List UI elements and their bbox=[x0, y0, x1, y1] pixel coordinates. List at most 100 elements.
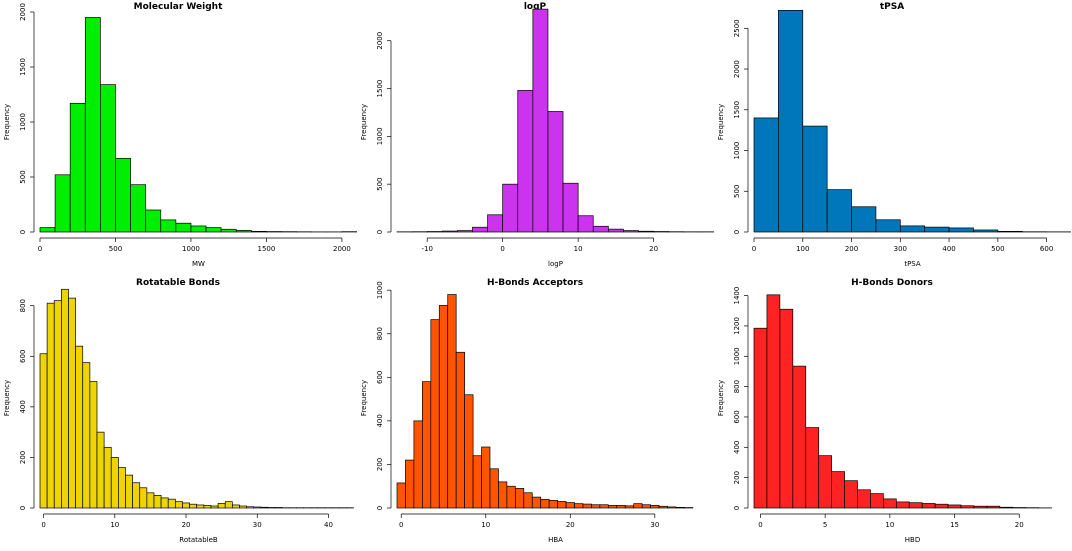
rotatable-bonds-bar-12 bbox=[125, 474, 133, 509]
h-bonds-acceptors-bar-26 bbox=[616, 505, 626, 509]
h-bonds-acceptors-y-tick-label-600: 600 bbox=[376, 371, 384, 384]
rotatable-bonds-bar-7 bbox=[89, 381, 98, 509]
rotatable-bonds-bar-14 bbox=[139, 487, 148, 509]
panel-tpsa: tPSA 0 100 200 300 400 500 600 0 500 1000 1500 2000 2… bbox=[714, 0, 1071, 275]
molecular-weight-x-label: MW bbox=[192, 260, 205, 268]
rotatable-bonds-bar-15 bbox=[146, 492, 155, 509]
h-bonds-acceptors-bar-9 bbox=[472, 455, 482, 509]
h-bonds-donors-x-tick-label-10: 10 bbox=[885, 521, 894, 529]
rotatable-bonds-bar-11 bbox=[118, 467, 126, 509]
h-bonds-acceptors-bar-33 bbox=[675, 506, 685, 509]
h-bonds-donors-bar-7 bbox=[844, 480, 858, 509]
tpsa-bar-4 bbox=[851, 206, 877, 233]
h-bonds-donors-y-tick-label-1200: 1200 bbox=[733, 317, 741, 335]
molecular-weight-bar-11 bbox=[205, 227, 222, 233]
chart-title-h-bonds-acceptors: H-Bonds Acceptors bbox=[487, 278, 583, 288]
h-bonds-acceptors-bar-23 bbox=[591, 504, 601, 509]
tpsa-y-tick-label-1000: 1000 bbox=[733, 142, 741, 160]
h-bonds-donors-bar-5 bbox=[818, 455, 832, 509]
molecular-weight-bar-12 bbox=[220, 228, 237, 233]
logp-x-label: logP bbox=[548, 260, 563, 268]
tpsa-x-tick-label-300: 300 bbox=[894, 245, 907, 253]
h-bonds-donors-y-tick-label-1000: 1000 bbox=[733, 347, 741, 365]
h-bonds-acceptors-bar-14 bbox=[514, 488, 525, 509]
chart-title-rotatable-bonds: Rotatable Bonds bbox=[136, 278, 220, 288]
h-bonds-donors-x-tick-label-5: 5 bbox=[823, 521, 827, 529]
h-bonds-donors-bar-9 bbox=[870, 493, 884, 509]
rotatable-bonds-bar-17 bbox=[160, 497, 169, 509]
rotatable-bonds-bar-32 bbox=[267, 507, 276, 509]
h-bonds-acceptors-bar-3 bbox=[422, 381, 432, 509]
tpsa-bar-3 bbox=[826, 189, 852, 233]
h-bonds-acceptors-bar-25 bbox=[607, 505, 618, 509]
h-bonds-donors-y-tick-label-400: 400 bbox=[733, 441, 741, 454]
rotatable-bonds-y-tick-label-0: 0 bbox=[19, 506, 27, 510]
h-bonds-acceptors-bar-2 bbox=[413, 420, 423, 509]
logp-bar-12 bbox=[577, 215, 594, 233]
logp-bar-7 bbox=[502, 183, 519, 233]
h-bonds-acceptors-x-label: HBA bbox=[548, 536, 563, 544]
molecular-weight-bar-1 bbox=[54, 174, 71, 233]
tpsa-x-label: tPSA bbox=[904, 260, 921, 268]
h-bonds-donors-bar-15 bbox=[947, 504, 962, 509]
h-bonds-donors-y-tick-label-800: 800 bbox=[733, 380, 741, 393]
h-bonds-acceptors-y-tick-label-0: 0 bbox=[376, 506, 384, 510]
h-bonds-donors-x-label: HBD bbox=[905, 536, 920, 544]
rotatable-bonds-bar-13 bbox=[132, 482, 141, 509]
tpsa-y-label: Frequency bbox=[717, 104, 725, 140]
rotatable-bonds-bar-6 bbox=[82, 362, 91, 509]
tpsa-x-tick-label-600: 600 bbox=[1040, 245, 1053, 253]
logp-x-tick-label-10: 10 bbox=[574, 245, 583, 253]
h-bonds-donors-bar-18 bbox=[986, 505, 1001, 509]
tpsa-y-tick-label-1500: 1500 bbox=[733, 101, 741, 119]
logp-bar-4 bbox=[457, 230, 473, 233]
tpsa-x-tick-label-100: 100 bbox=[796, 245, 809, 253]
rotatable-bonds-bar-20 bbox=[182, 502, 190, 509]
h-bonds-acceptors-x-tick-label-0: 0 bbox=[399, 521, 403, 529]
chart-title-tpsa: tPSA bbox=[880, 2, 904, 12]
logp-y-tick-label-500: 500 bbox=[376, 177, 384, 190]
h-bonds-acceptors-bar-22 bbox=[582, 503, 592, 509]
rotatable-bonds-x-label: RotatableB bbox=[179, 536, 218, 544]
h-bonds-donors-bar-1 bbox=[766, 294, 781, 509]
logp-bar-11 bbox=[562, 182, 579, 233]
h-bonds-acceptors-bar-7 bbox=[455, 351, 465, 509]
h-bonds-donors-y-tick-label-1400: 1400 bbox=[733, 287, 741, 305]
molecular-weight-bar-4 bbox=[100, 84, 116, 233]
h-bonds-donors-bar-13 bbox=[921, 503, 936, 509]
rotatable-bonds-x-tick-label-10: 10 bbox=[110, 521, 119, 529]
molecular-weight-bar-2 bbox=[69, 102, 86, 233]
molecular-weight-bar-6 bbox=[130, 184, 147, 233]
rotatable-bonds-bar-8 bbox=[96, 431, 105, 509]
molecular-weight-y-label: Frequency bbox=[3, 104, 11, 140]
molecular-weight-bar-13 bbox=[235, 230, 252, 233]
chart-title-molecular-weight: Molecular Weight bbox=[134, 2, 223, 12]
h-bonds-acceptors-bar-13 bbox=[506, 485, 516, 509]
h-bonds-donors-bar-11 bbox=[895, 501, 910, 509]
h-bonds-acceptors-y-tick-label-200: 200 bbox=[376, 458, 384, 471]
tpsa-bar-1 bbox=[778, 10, 804, 233]
rotatable-bonds-bar-31 bbox=[260, 506, 269, 509]
h-bonds-acceptors-bar-18 bbox=[548, 500, 558, 509]
tpsa-x-tick-label-0: 0 bbox=[752, 245, 756, 253]
h-bonds-acceptors-bar-12 bbox=[498, 481, 508, 509]
molecular-weight-x-tick-label-1500: 1500 bbox=[258, 245, 276, 253]
rotatable-bonds-y-tick-label-600: 600 bbox=[19, 350, 27, 363]
h-bonds-donors-bar-19 bbox=[999, 506, 1014, 509]
rotatable-bonds-x-tick-label-30: 30 bbox=[253, 521, 262, 529]
logp-bar-8 bbox=[517, 90, 534, 233]
chart-title-h-bonds-donors: H-Bonds Donors bbox=[851, 278, 933, 288]
rotatable-bonds-x-tick-label-20: 20 bbox=[182, 521, 191, 529]
h-bonds-acceptors-bar-11 bbox=[489, 468, 499, 509]
molecular-weight-y-tick-label-2000: 2000 bbox=[19, 3, 27, 21]
h-bonds-acceptors-y-tick-label-800: 800 bbox=[376, 327, 384, 340]
h-bonds-acceptors-y-tick-label-1000: 1000 bbox=[376, 281, 384, 299]
h-bonds-donors-y-tick-label-200: 200 bbox=[733, 471, 741, 484]
logp-y-label: Frequency bbox=[360, 104, 368, 140]
h-bonds-acceptors-bar-29 bbox=[641, 504, 651, 509]
molecular-weight-bar-3 bbox=[84, 17, 101, 233]
histogram-molecular-weight: Molecular Weight 0 500 1000 1500 2000 0 500 1000… bbox=[3, 2, 357, 268]
logp-bar-3 bbox=[441, 230, 458, 233]
h-bonds-donors-bar-0 bbox=[753, 327, 768, 509]
